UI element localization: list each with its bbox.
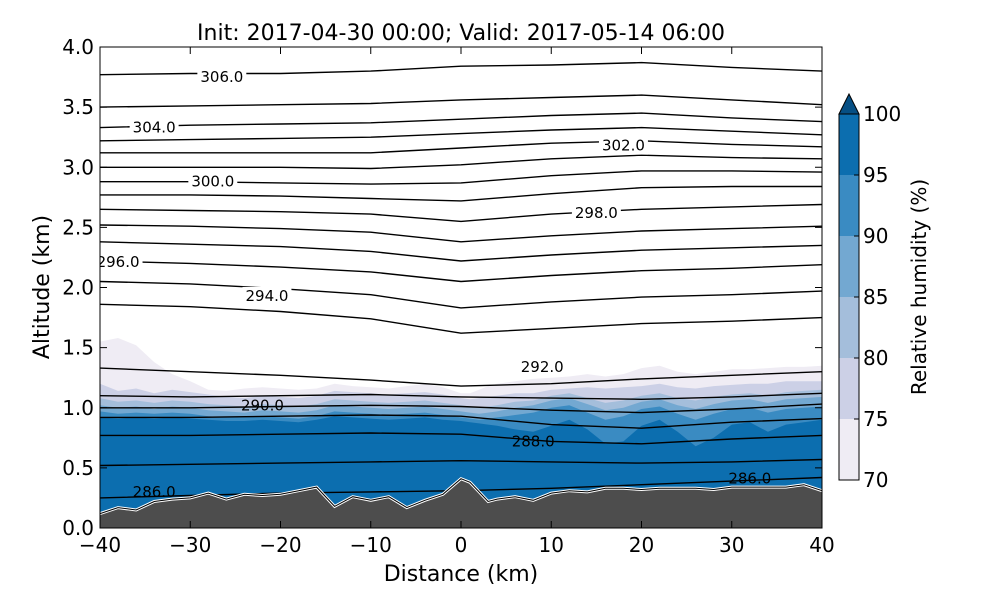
terrain xyxy=(100,478,822,528)
contour-label-294: 294.0 xyxy=(245,287,288,305)
chart-title: Init: 2017-04-30 00:00; Valid: 2017-05-1… xyxy=(197,21,725,46)
colorbar-segment xyxy=(839,297,859,358)
colorbar-tick-label: 75 xyxy=(863,407,888,431)
contour-line-295 xyxy=(100,260,822,283)
colorbar: 70 75 80 85 90 95 100 xyxy=(838,92,901,492)
contour-label-306: 306.0 xyxy=(200,68,243,86)
terrain-edge xyxy=(100,478,822,515)
contour-label-302: 302.0 xyxy=(602,137,645,155)
y-tick-label: 1.5 xyxy=(62,336,94,360)
contour-line-294 xyxy=(100,280,822,309)
x-axis-label: Distance (km) xyxy=(384,562,539,587)
x-tick-label: −40 xyxy=(79,533,121,557)
contour-label-286: 286.0 xyxy=(728,470,771,488)
contour-line-304 xyxy=(100,112,822,129)
colorbar-segment xyxy=(839,358,859,419)
y-tick-label: 4.0 xyxy=(62,35,94,59)
x-tick-label: 20 xyxy=(629,533,654,557)
y-tick-label: 3.5 xyxy=(62,95,94,119)
contour-label-bg xyxy=(571,203,621,222)
colorbar-segment xyxy=(839,236,859,297)
colorbar-segment xyxy=(839,175,859,236)
contour-line-293 xyxy=(100,303,822,334)
x-tick-label: 40 xyxy=(809,533,834,557)
contour-label-300: 300.0 xyxy=(191,173,234,191)
x-tick-label: −10 xyxy=(350,533,392,557)
contour-label-bg xyxy=(129,118,179,137)
colorbar-tick-label: 85 xyxy=(863,285,888,309)
contour-label-304: 304.0 xyxy=(133,119,176,137)
y-tick-label: 3.0 xyxy=(62,155,94,179)
contour-line-303 xyxy=(100,126,822,142)
contour-line-305 xyxy=(100,94,822,108)
x-tick-label: 10 xyxy=(539,533,564,557)
contour-line-296 xyxy=(100,241,822,262)
contour-label-288: 288.0 xyxy=(512,432,555,450)
colorbar-tick-label: 80 xyxy=(863,346,888,370)
y-tick-label: 0.0 xyxy=(62,516,94,540)
colorbar-tick-label: 70 xyxy=(863,468,888,492)
contour-label-bg xyxy=(197,68,247,87)
y-tick-label: 1.0 xyxy=(62,396,94,420)
contour-label-bg xyxy=(242,286,292,305)
y-axis-label: Altitude (km) xyxy=(30,215,55,359)
contour-label-bg xyxy=(188,172,238,191)
x-tick-label: 0 xyxy=(455,533,468,557)
contour-line-292 xyxy=(100,367,822,387)
x-tick-label: −30 xyxy=(169,533,211,557)
x-tick-label: −20 xyxy=(259,533,301,557)
contour-line-298 xyxy=(100,203,822,223)
contour-line-302 xyxy=(100,140,822,154)
colorbar-tick-label: 90 xyxy=(863,224,888,248)
colorbar-label: Relative humidity (%) xyxy=(907,179,931,395)
contour-label-290: 290.0 xyxy=(241,396,284,414)
contour-line-287 xyxy=(100,458,822,467)
x-tick-label: 30 xyxy=(719,533,744,557)
contour-line-289 xyxy=(100,414,822,429)
y-axis-ticks: 0.0 0.5 1.0 1.5 2.0 2.5 3.0 3.5 4.0 xyxy=(62,35,822,540)
contour-label-286: 286.0 xyxy=(133,483,176,501)
contour-label-bg xyxy=(100,253,143,272)
colorbar-segment xyxy=(839,419,859,480)
contour-line-291 xyxy=(100,392,822,401)
contour-line-297 xyxy=(100,224,822,243)
contour-label-292: 292.0 xyxy=(521,358,564,376)
colorbar-extend-arrow xyxy=(838,92,860,115)
y-tick-label: 0.5 xyxy=(62,456,94,480)
y-tick-label: 2.0 xyxy=(62,276,94,300)
y-tick-label: 2.5 xyxy=(62,215,94,239)
colorbar-tick-label: 95 xyxy=(863,163,888,187)
contour-line-299 xyxy=(100,185,822,202)
x-axis-ticks: −40 −30 −20 −10 0 10 20 30 40 xyxy=(79,47,835,557)
contour-line-288 xyxy=(100,432,822,445)
colorbar-segment xyxy=(839,114,859,175)
colorbar-tick-label: 100 xyxy=(863,102,901,126)
contour-line-290 xyxy=(100,403,822,414)
contour-label-296: 296.0 xyxy=(97,253,140,271)
contour-line-301 xyxy=(100,154,822,170)
plot-area: 306.0 304.0 302.0 300.0 298.0 296.0 294.0 292.0… xyxy=(97,61,822,528)
contour-label-bg xyxy=(598,136,648,155)
contour-label-298: 298.0 xyxy=(575,204,618,222)
